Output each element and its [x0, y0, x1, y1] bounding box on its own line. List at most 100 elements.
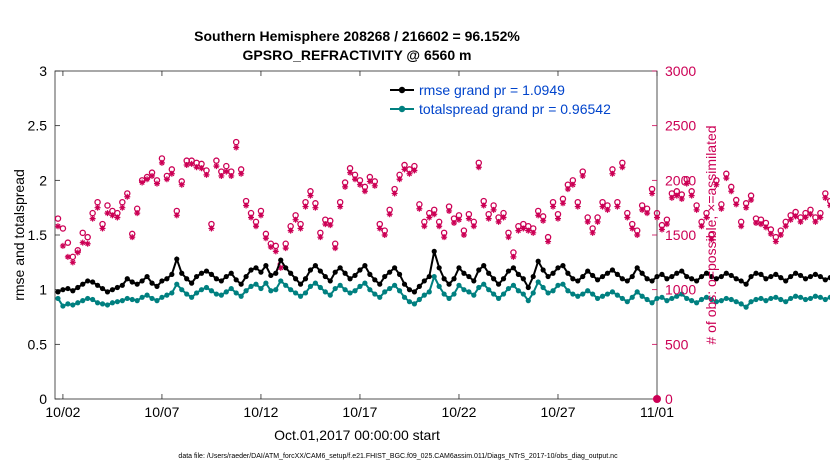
- rmse-point: [644, 276, 650, 282]
- rmse-point: [218, 278, 224, 284]
- spread-point: [337, 282, 343, 288]
- spread-point: [570, 291, 576, 297]
- rmse-point: [679, 268, 685, 274]
- spread-point: [768, 295, 774, 302]
- rmse-point: [332, 269, 338, 275]
- rmse-point: [634, 265, 640, 271]
- obs-assimilated-point: [619, 164, 626, 171]
- spread-point: [505, 285, 512, 292]
- rmse-point: [154, 283, 160, 289]
- spread-point: [674, 293, 680, 299]
- rmse-point: [703, 270, 710, 276]
- rmse-point: [104, 289, 111, 295]
- spread-point: [748, 299, 754, 305]
- rmse-point: [258, 269, 264, 275]
- spread-point: [60, 303, 66, 309]
- obs-assimilated-point: [248, 214, 255, 221]
- y-left-tick-label: 0: [39, 391, 47, 407]
- obs-assimilated-point: [658, 226, 665, 233]
- spread-point: [738, 301, 744, 307]
- spread-point: [119, 298, 125, 304]
- spread-point: [184, 291, 190, 297]
- obs-assimilated-point: [767, 230, 774, 237]
- obs-assimilated-point: [332, 245, 339, 252]
- rmse-point: [718, 273, 724, 280]
- rmse-point: [629, 273, 635, 280]
- rmse-point: [793, 270, 799, 276]
- spread-point: [283, 282, 289, 288]
- obs-assimilated-point: [124, 193, 131, 200]
- obs-assimilated-point: [307, 192, 314, 199]
- obs-assimilated-point: [762, 224, 769, 231]
- rmse-point: [263, 263, 269, 269]
- obs-assimilated-point: [723, 175, 730, 182]
- spread-point: [109, 300, 116, 306]
- rmse-point: [540, 267, 546, 273]
- spread-point: [312, 280, 319, 286]
- obs-assimilated-point: [272, 248, 279, 255]
- spread-point: [223, 289, 229, 295]
- spread-point: [713, 299, 720, 305]
- rmse-point: [738, 278, 744, 284]
- obs-assimilated-point: [203, 171, 210, 178]
- obs-assimilated-point: [401, 166, 408, 173]
- rmse-point: [520, 276, 526, 282]
- obs-assimilated-point: [129, 234, 136, 241]
- spread-point: [629, 294, 635, 300]
- rmse-point: [55, 289, 61, 295]
- rmse-point: [367, 271, 373, 277]
- obs-assimilated-point: [673, 192, 680, 199]
- spread-point: [491, 291, 497, 297]
- rmse-point: [119, 282, 125, 288]
- spread-point: [797, 294, 804, 300]
- obs-assimilated-point: [703, 214, 710, 221]
- spread-point: [451, 291, 457, 297]
- obs-assimilated-point: [104, 210, 111, 217]
- obs-assimilated-point: [802, 214, 809, 221]
- rmse-point: [758, 271, 764, 277]
- rmse-point: [580, 273, 586, 280]
- spread-point: [783, 299, 789, 305]
- obs-assimilated-point: [198, 165, 205, 172]
- obs-assimilated-point: [614, 203, 621, 210]
- spread-point: [703, 294, 710, 300]
- spread-point: [268, 288, 274, 294]
- obs-assimilated-point: [396, 176, 403, 183]
- obs-assimilated-point: [500, 214, 507, 221]
- obs-assimilated-point: [376, 225, 383, 232]
- spread-point: [441, 291, 447, 297]
- rmse-point: [411, 289, 418, 295]
- obs-assimilated-point: [708, 236, 715, 243]
- obs-possible-point: [79, 229, 86, 237]
- spread-point: [802, 296, 809, 303]
- obs-possible-point: [827, 197, 830, 205]
- obs-assimilated-point: [366, 178, 373, 185]
- obs-assimilated-point: [178, 181, 185, 188]
- rmse-point: [713, 276, 720, 282]
- rmse-point: [233, 277, 239, 283]
- spread-point: [406, 299, 413, 305]
- obs-assimilated-point: [554, 215, 561, 222]
- rmse-point: [639, 270, 645, 276]
- spread-point: [698, 296, 705, 303]
- spread-point: [253, 281, 259, 287]
- obs-assimilated-point: [485, 215, 492, 222]
- spread-point: [807, 295, 814, 302]
- spread-point: [763, 298, 769, 304]
- obs-assimilated-point: [817, 214, 824, 221]
- spread-point: [486, 287, 492, 293]
- spread-point: [545, 290, 551, 296]
- obs-assimilated-point: [302, 203, 309, 210]
- rmse-point: [169, 271, 175, 277]
- rmse-point: [337, 265, 343, 271]
- y-right-tick-label: 0: [665, 391, 673, 407]
- spread-point: [372, 291, 378, 297]
- spread-point: [500, 291, 507, 297]
- rmse-point: [491, 276, 497, 282]
- obs-assimilated-point: [559, 200, 566, 207]
- obs-assimilated-point: [446, 207, 453, 214]
- obs-assimilated-point: [322, 221, 329, 228]
- rmse-point: [94, 282, 101, 288]
- spread-point: [307, 283, 314, 289]
- spread-point: [495, 295, 502, 302]
